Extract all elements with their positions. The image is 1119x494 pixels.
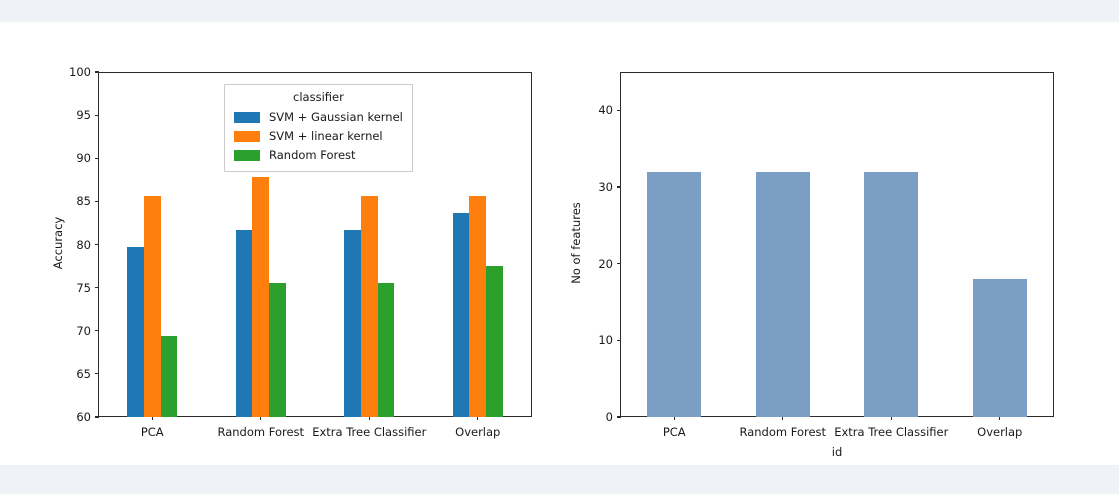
bar [235,229,253,417]
legend-entries: SVM + Gaussian kernel SVM + linear kernel… [234,108,403,165]
bar [143,196,161,417]
accuracy-bars-layer [98,72,532,417]
legend-entry-label: SVM + Gaussian kernel [269,110,403,124]
legend-entry[interactable]: SVM + Gaussian kernel [234,108,403,127]
x-tick-label: Random Forest [217,425,305,439]
x-tick-label: Overlap [455,425,501,439]
bar [647,171,702,417]
y-tick-mark [94,114,99,116]
accuracy-y-axis-label: Accuracy [51,216,65,269]
y-tick-mark [94,157,99,159]
x-tick-label: PCA [662,425,686,439]
y-tick-mark [94,287,99,289]
y-tick-label: 100 [69,65,91,79]
legend-color-swatch [234,150,260,161]
y-tick-label: 75 [76,280,91,295]
x-tick-mark [151,416,153,421]
y-tick-label: 95 [76,108,91,123]
bar [160,335,178,417]
bar [469,196,487,417]
legend-title: classifier [293,90,344,104]
accuracy-chart-axes: 60 65 70 75 80 85 90 95 100 PCA Random Forest Extr… [51,65,532,439]
bar [486,266,503,417]
y-tick-label: 30 [598,180,613,194]
x-tick-label: Extra Tree Classifier [834,425,949,439]
y-tick-label: 40 [598,103,613,118]
features-x-axis-label: id [831,445,843,459]
x-tick-mark [782,416,784,421]
bar [755,171,810,417]
y-tick-label: 0 [605,410,613,424]
features-y-axis-label: No of features [569,201,583,284]
y-tick-mark [94,373,99,375]
y-tick-mark [94,416,99,418]
features-chart-axes: 0 10 20 30 40 PCA Random Forest Extra Tree Cla… [569,72,1054,459]
bar [864,171,919,417]
y-tick-label: 85 [76,194,91,209]
classifier-legend: classifier SVM + Gaussian kernel SVM + li… [224,84,413,172]
y-tick-mark [616,109,621,111]
features-bars-layer [620,72,1054,417]
legend-color-swatch [234,131,260,142]
bar [972,279,1027,417]
y-tick-mark [616,339,621,341]
bar [377,283,395,417]
legend-entry[interactable]: Random Forest [234,146,403,165]
y-tick-mark [94,71,99,73]
y-tick-label: 70 [76,323,91,338]
y-tick-mark [94,330,99,332]
y-tick-mark [616,186,621,188]
figure-canvas: 60 65 70 75 80 85 90 95 100 PCA Random Forest Extr… [0,22,1119,465]
legend-entry-label: SVM + linear kernel [269,129,383,143]
bar [452,212,470,417]
legend-entry-label: Random Forest [269,148,356,162]
bar [127,247,144,417]
x-tick-mark [477,416,479,421]
bar [344,229,361,417]
legend-color-swatch [234,112,260,123]
y-tick-label: 20 [598,256,613,271]
x-tick-label: Random Forest [739,425,827,439]
x-tick-label: Overlap [977,425,1023,439]
y-tick-label: 80 [76,237,91,252]
x-tick-mark [999,416,1001,421]
bar [269,283,286,417]
x-tick-label: Extra Tree Classifier [312,425,427,439]
y-tick-mark [94,243,99,246]
legend-entry[interactable]: SVM + linear kernel [234,127,403,146]
y-tick-mark [94,200,99,202]
y-tick-mark [616,263,621,265]
x-tick-mark [260,416,262,421]
x-tick-label: PCA [140,425,164,439]
y-tick-mark [616,416,621,418]
x-tick-mark [673,416,675,421]
y-tick-label: 65 [76,366,91,381]
x-tick-mark [890,416,892,421]
bar [360,196,378,417]
x-tick-mark [368,416,370,421]
bar [252,177,270,417]
y-tick-label: 10 [598,333,613,348]
y-tick-label: 60 [76,410,91,424]
y-tick-label: 90 [76,151,91,166]
